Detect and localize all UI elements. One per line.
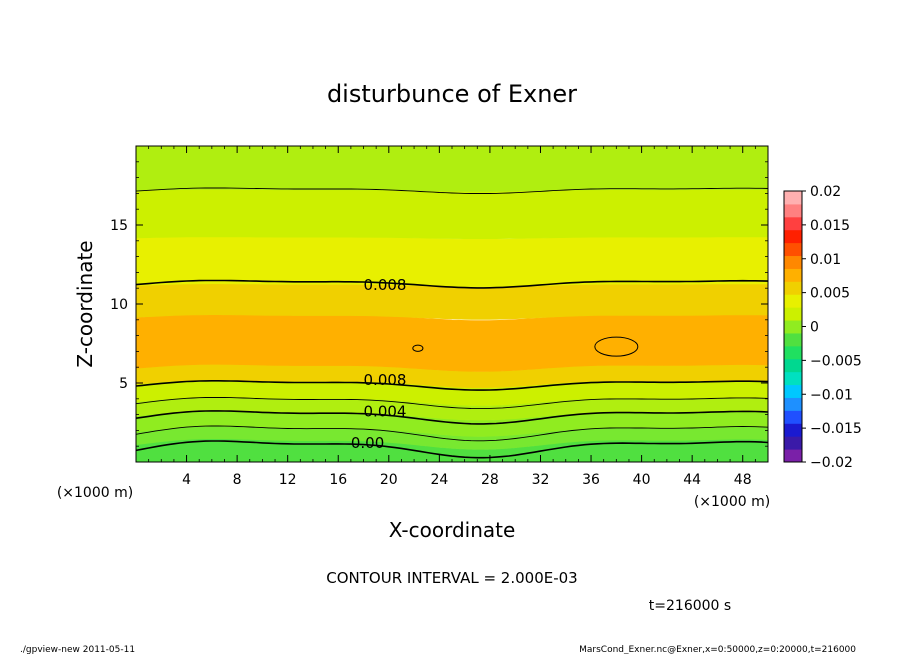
contour-band-8 bbox=[136, 236, 768, 288]
colorbar-segment-11 bbox=[784, 307, 802, 321]
contour-band-6 bbox=[136, 313, 768, 372]
colorbar-segment-4 bbox=[784, 397, 802, 411]
colorbar-tick-label-6: −0.01 bbox=[810, 387, 853, 403]
colorbar-segment-17 bbox=[784, 229, 802, 244]
x-tick-label-8: 36 bbox=[582, 472, 600, 488]
contour-label-2: 0.004 bbox=[364, 402, 407, 420]
x-tick-label-5: 24 bbox=[430, 472, 448, 488]
contour-line-5 bbox=[136, 279, 768, 289]
x-tick-label-0: 4 bbox=[182, 472, 191, 488]
contour-line-2 bbox=[136, 410, 768, 425]
footer-right: MarsCond_Exner.nc@Exner,x=0:50000,z=0:20… bbox=[579, 645, 856, 654]
x-tick-label-1: 8 bbox=[233, 472, 242, 488]
x-axis-label: X-coordinate bbox=[389, 518, 516, 542]
y-axis-label: Z-coordinate bbox=[73, 240, 97, 367]
x-tick-label-7: 32 bbox=[532, 472, 550, 488]
colorbar-segment-18 bbox=[784, 216, 802, 231]
colorbar-tick-label-3: 0.005 bbox=[810, 286, 850, 302]
colorbar-segment-10 bbox=[784, 320, 802, 334]
contour-band-10 bbox=[136, 146, 768, 192]
colorbar-segment-13 bbox=[784, 281, 802, 295]
colorbar-segment-2 bbox=[784, 423, 802, 437]
contour-label-1: 0.008 bbox=[364, 371, 407, 389]
colorbar-segment-9 bbox=[784, 332, 802, 347]
y-tick-label-1: 10 bbox=[110, 297, 128, 313]
colorbar-segment-15 bbox=[784, 255, 802, 269]
contour-line-6 bbox=[136, 187, 768, 194]
contour-lines bbox=[136, 187, 768, 459]
y-unit-label: (×1000 m) bbox=[57, 485, 133, 501]
time-text: t=216000 s bbox=[649, 598, 731, 614]
contour-label-0: 0.008 bbox=[364, 276, 407, 294]
colorbar-segment-8 bbox=[784, 345, 802, 360]
contour-band-9 bbox=[136, 189, 768, 239]
colorbar-segment-20 bbox=[784, 191, 802, 205]
contour-line-3 bbox=[136, 396, 768, 410]
contour-label-3: 0.00 bbox=[351, 434, 384, 452]
contour-band-7 bbox=[136, 283, 768, 320]
contour-line-4 bbox=[136, 380, 768, 391]
footer-left: ./gpview-new 2011-05-11 bbox=[20, 645, 135, 654]
colorbar-segment-6 bbox=[784, 371, 802, 386]
closed-contour-1 bbox=[594, 336, 639, 357]
x-tick-label-6: 28 bbox=[481, 472, 499, 488]
contour-line-1 bbox=[136, 425, 768, 442]
colorbar-tick-labels: 0.02 0.015 0.01 0.005 0 −0.005 −0.01 −0.015 −0.0… bbox=[802, 184, 862, 471]
x-tick-label-2: 12 bbox=[279, 472, 297, 488]
x-unit-label: (×1000 m) bbox=[694, 494, 770, 510]
colorbar-segment-19 bbox=[784, 203, 802, 218]
contour-line-0 bbox=[136, 440, 768, 459]
colorbar-tick-label-4: 0 bbox=[810, 320, 819, 336]
colorbar-segment-16 bbox=[784, 242, 802, 257]
x-tick-label-10: 44 bbox=[683, 472, 701, 488]
contour-labels: 0.008 0.008 0.004 0.00 bbox=[351, 276, 407, 452]
contour-interval-text: CONTOUR INTERVAL = 2.000E-03 bbox=[326, 569, 577, 587]
colorbar-tick-label-2: 0.01 bbox=[810, 252, 841, 268]
y-tick-label-2: 15 bbox=[110, 218, 128, 234]
x-axis-ticks: 4 8 12 16 20 24 28 32 36 40 44 48 bbox=[148, 146, 756, 488]
x-tick-label-3: 16 bbox=[329, 472, 347, 488]
y-tick-label-0: 5 bbox=[119, 376, 128, 392]
x-tick-label-9: 40 bbox=[633, 472, 651, 488]
colorbar-segment-7 bbox=[784, 358, 802, 373]
closed-contour-0 bbox=[412, 344, 424, 352]
colorbar-tick-label-1: 0.015 bbox=[810, 218, 850, 234]
colorbar-tick-label-0: 0.02 bbox=[810, 184, 841, 200]
colorbar-segment-3 bbox=[784, 410, 802, 424]
y-axis-ticks: 5 10 15 bbox=[110, 161, 768, 447]
chart-title: disturbunce of Exner bbox=[327, 80, 577, 108]
colorbar bbox=[783, 190, 803, 463]
colorbar-tick-label-7: −0.015 bbox=[810, 421, 862, 437]
colorbar-segment-14 bbox=[784, 268, 802, 282]
colorbar-segment-0 bbox=[784, 449, 802, 463]
colorbar-segment-5 bbox=[784, 384, 802, 398]
colorbar-segment-1 bbox=[784, 436, 802, 450]
colorbar-tick-label-8: −0.02 bbox=[810, 455, 853, 471]
x-tick-label-4: 20 bbox=[380, 472, 398, 488]
colorbar-tick-label-5: −0.005 bbox=[810, 353, 862, 369]
contour-fill bbox=[136, 146, 768, 462]
colorbar-segment-12 bbox=[784, 294, 802, 308]
x-tick-label-11: 48 bbox=[734, 472, 752, 488]
